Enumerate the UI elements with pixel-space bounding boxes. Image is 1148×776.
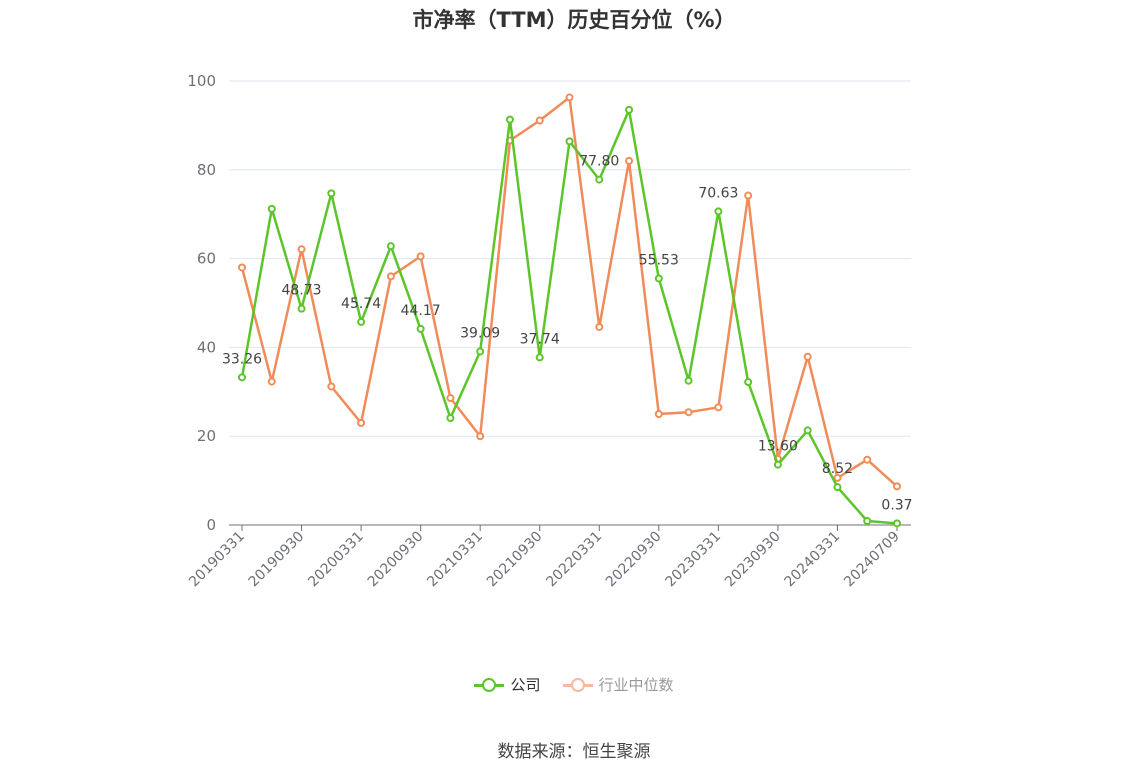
- point-company: [416, 324, 425, 333]
- data-label: 70.63: [698, 185, 738, 201]
- point-company: [238, 373, 246, 382]
- point-company: [505, 115, 514, 124]
- data-label: 77.80: [579, 154, 619, 170]
- x-tick-label: 20210331: [424, 529, 486, 591]
- legend-company-symbol: [474, 677, 505, 692]
- data-source: 数据来源：恒生聚源: [497, 742, 651, 762]
- point-company: [267, 204, 276, 213]
- data-label: 33.26: [222, 351, 262, 367]
- series-layer: [238, 93, 901, 528]
- point-company: [625, 105, 634, 114]
- x-tick-label: 20200930: [365, 529, 427, 591]
- series-line-industry: [240, 96, 898, 488]
- point-company: [565, 137, 574, 146]
- point-industry: [446, 394, 455, 403]
- point-company: [893, 519, 901, 528]
- x-tick-label: 20240331: [782, 529, 844, 591]
- data-label: 37.74: [520, 331, 560, 347]
- legend-item-industry[interactable]: 行业中位数: [562, 674, 674, 695]
- x-tick-label: 20190930: [246, 529, 308, 591]
- data-label: 45.74: [341, 296, 381, 312]
- point-company: [476, 347, 485, 356]
- point-company: [773, 460, 782, 469]
- y-tick-label: 80: [197, 161, 216, 179]
- data-label: 8.52: [822, 461, 853, 477]
- point-industry: [833, 473, 842, 482]
- point-industry: [803, 352, 812, 361]
- point-company: [684, 376, 693, 385]
- point-industry: [386, 272, 395, 281]
- data-label: 48.73: [281, 283, 321, 299]
- series-line-company: [240, 108, 898, 525]
- y-axis: 0 20 40 60 80 100: [187, 72, 216, 534]
- data-label: 44.17: [401, 303, 441, 319]
- point-industry: [535, 116, 544, 125]
- point-company: [446, 413, 455, 422]
- point-industry: [565, 93, 574, 102]
- y-tick-label: 40: [197, 338, 216, 356]
- legend-company-label: 公司: [510, 676, 541, 694]
- point-industry: [357, 418, 366, 427]
- x-tick-label: 20230930: [722, 529, 784, 591]
- x-tick-label: 20240709: [841, 529, 903, 591]
- point-industry: [476, 432, 485, 441]
- data-label: 13.60: [758, 439, 798, 455]
- data-label: 0.37: [881, 497, 912, 513]
- point-company: [863, 517, 872, 526]
- x-tick-label: 20220930: [603, 529, 665, 591]
- legend: 公司 行业中位数: [0, 674, 1148, 695]
- y-tick-label: 0: [206, 516, 216, 534]
- point-company: [535, 353, 544, 362]
- point-company: [744, 378, 753, 387]
- x-tick-label: 20200331: [305, 529, 367, 591]
- x-tick-label: 20190331: [186, 529, 248, 591]
- point-industry: [595, 322, 604, 331]
- point-industry: [714, 403, 723, 412]
- data-label: 55.53: [639, 252, 679, 268]
- gridlines: [229, 80, 911, 437]
- point-company: [833, 483, 842, 492]
- point-company: [803, 426, 812, 435]
- x-tick-label: 20220331: [543, 529, 605, 591]
- y-tick-label: 100: [187, 72, 216, 90]
- point-industry: [327, 382, 336, 391]
- point-company: [327, 189, 336, 198]
- x-tick-label: 20210930: [484, 529, 546, 591]
- point-industry: [863, 455, 872, 464]
- point-company: [297, 304, 306, 313]
- point-industry: [654, 410, 663, 418]
- point-industry: [893, 482, 901, 491]
- x-tick-label: 20230331: [662, 529, 724, 591]
- point-company: [595, 175, 604, 184]
- data-labels: 33.26 48.73 45.74 44.17 39.09 37.74 77.80 55.53…: [222, 154, 913, 514]
- chart-title: 市净率（TTM）历史百分位（%）: [412, 8, 736, 32]
- point-industry: [625, 156, 634, 165]
- point-industry: [297, 245, 306, 254]
- legend-industry-symbol: [562, 677, 593, 692]
- point-company: [654, 274, 663, 283]
- point-industry: [267, 377, 276, 386]
- point-company: [386, 242, 395, 251]
- point-industry: [684, 408, 693, 417]
- x-axis: 2019033120190930202003312020093020210331…: [186, 524, 911, 591]
- point-industry: [238, 263, 246, 272]
- legend-item-company[interactable]: 公司: [474, 674, 541, 695]
- legend-industry-label: 行业中位数: [598, 676, 674, 694]
- y-tick-label: 20: [197, 427, 216, 445]
- y-tick-label: 60: [197, 250, 216, 268]
- point-industry: [744, 191, 753, 200]
- point-company: [714, 207, 723, 216]
- point-company: [357, 317, 366, 326]
- data-label: 39.09: [460, 325, 500, 341]
- point-industry: [416, 252, 425, 261]
